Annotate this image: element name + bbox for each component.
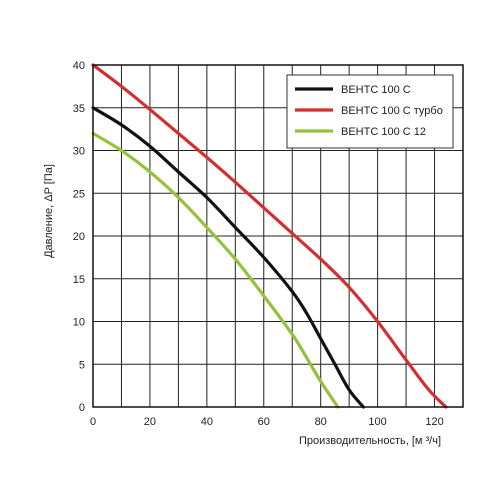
y-tick-label: 30 xyxy=(73,146,85,158)
x-tick-label: 100 xyxy=(368,416,386,428)
x-tick-label: 120 xyxy=(425,416,443,428)
y-tick-label: 5 xyxy=(79,359,85,371)
legend-label-3: ВЕНТС 100 С 12 xyxy=(341,126,426,138)
y-tick-label: 20 xyxy=(73,231,85,243)
y-tick-label: 25 xyxy=(73,188,85,200)
x-tick-label: 80 xyxy=(315,416,327,428)
y-axis-title: Давление, ΔP [Па] xyxy=(43,164,55,258)
series-lines xyxy=(91,63,448,409)
y-tick-label: 15 xyxy=(73,274,85,286)
y-tick-label: 40 xyxy=(73,60,85,72)
plot-frame xyxy=(92,64,464,408)
x-axis-title: Производительность, [м ³/ч] xyxy=(299,435,441,447)
series-line-2 xyxy=(91,63,448,409)
legend-label-1: ВЕНТС 100 С xyxy=(341,84,411,96)
legend: ВЕНТС 100 С ВЕНТС 100 С турбо ВЕНТС 100 С … xyxy=(286,74,454,149)
x-tick-label: 60 xyxy=(258,416,270,428)
legend-label-2: ВЕНТС 100 С турбо xyxy=(341,105,443,117)
axis-ticks: 0 20 40 60 80 100 120 0 5 10 15 20 25 30 35 40 xyxy=(73,60,444,428)
x-tick-label: 0 xyxy=(90,416,96,428)
x-tick-label: 40 xyxy=(201,416,213,428)
y-tick-label: 0 xyxy=(79,402,85,414)
x-tick-label: 20 xyxy=(144,416,156,428)
series-line-1 xyxy=(91,106,365,409)
y-tick-label: 35 xyxy=(73,103,85,115)
y-tick-label: 10 xyxy=(73,317,85,329)
series-line-3 xyxy=(91,131,340,409)
